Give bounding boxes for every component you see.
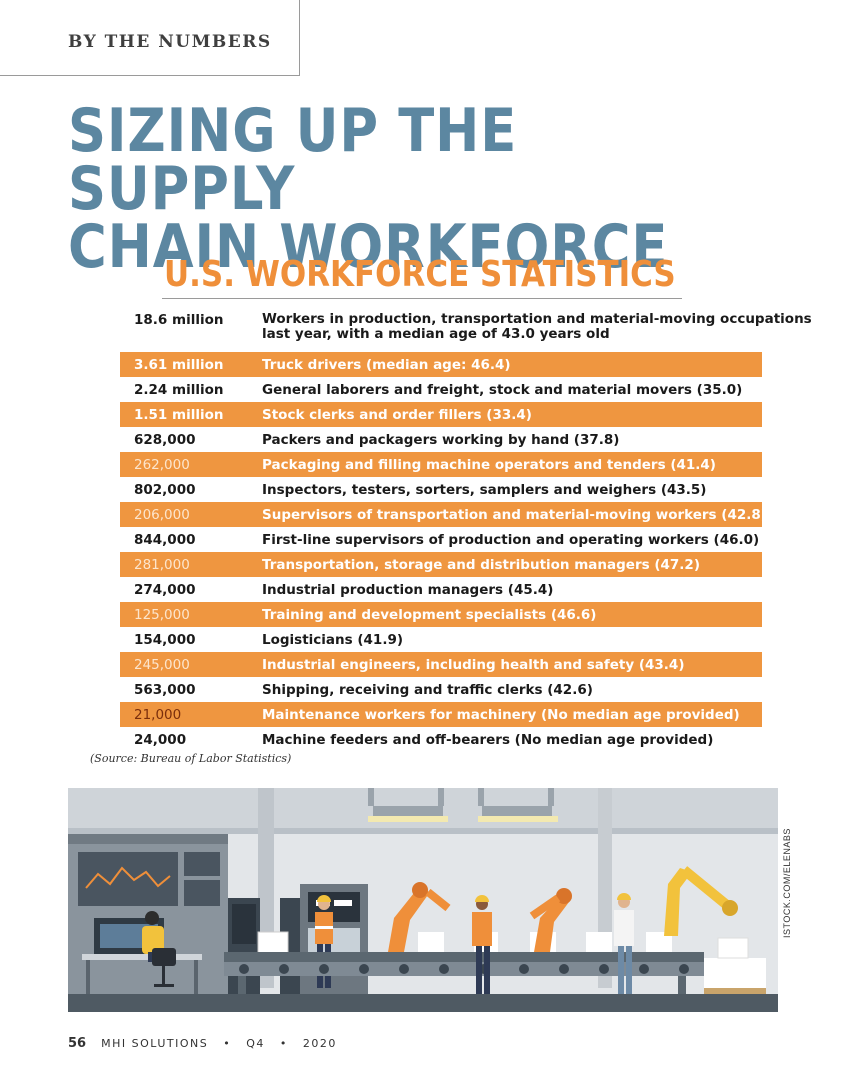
stat-row: 628,000 Packers and packagers working by… [120, 427, 762, 452]
image-credit: ISTOCK.COM/ELENABS [782, 828, 792, 938]
stat-label: Inspectors, testers, sorters, samplers a… [262, 481, 707, 498]
issue-label: Q4 [246, 1037, 265, 1050]
stat-value: 2.24 million [134, 381, 224, 398]
stat-value: 154,000 [134, 631, 196, 648]
stat-row: 802,000 Inspectors, testers, sorters, sa… [120, 477, 762, 502]
stat-label: Shipping, receiving and traffic clerks (… [262, 681, 593, 698]
stat-row: 563,000 Shipping, receiving and traffic … [120, 677, 762, 702]
stat-label: Supervisors of transportation and materi… [262, 506, 767, 523]
stat-value: 1.51 million [134, 406, 224, 423]
stat-value: 206,000 [134, 506, 190, 523]
footer-separator: • [223, 1037, 232, 1050]
stat-row: 3.61 million Truck drivers (median age: … [120, 352, 762, 377]
section-tag-box: BY THE NUMBERS [0, 0, 300, 76]
stat-row: 2.24 million General laborers and freigh… [120, 377, 762, 402]
subheadline-divider [162, 298, 682, 299]
stat-label: Stock clerks and order fillers (33.4) [262, 406, 532, 423]
stat-value: 274,000 [134, 581, 196, 598]
stat-label: Training and development specialists (46… [262, 606, 597, 623]
stat-row: 1.51 million Stock clerks and order fill… [120, 402, 762, 427]
headline: SIZING UP THE SUPPLY CHAIN WORKFORCE [68, 101, 737, 277]
stat-label: Transportation, storage and distribution… [262, 556, 700, 573]
stat-value: 563,000 [134, 681, 196, 698]
stat-value: 3.61 million [134, 356, 224, 373]
source-note: (Source: Bureau of Labor Statistics) [90, 752, 292, 765]
stat-row: 125,000 Training and development special… [120, 602, 762, 627]
stat-value: 24,000 [134, 731, 187, 748]
section-tag: BY THE NUMBERS [68, 32, 272, 52]
stat-row: 206,000 Supervisors of transportation an… [120, 502, 767, 527]
stat-label: Packaging and filling machine operators … [262, 456, 716, 473]
stat-label: Truck drivers (median age: 46.4) [262, 356, 511, 373]
statistics-list: 18.6 million Workers in production, tran… [120, 312, 812, 752]
factory-illustration [68, 788, 778, 1012]
stat-value: 281,000 [134, 556, 190, 573]
stat-row: 274,000 Industrial production managers (… [120, 577, 762, 602]
stat-row: 844,000 First-line supervisors of produc… [120, 527, 762, 552]
headline-line-2: CHAIN WORKFORCE [68, 212, 669, 282]
stat-value: 18.6 million [134, 312, 224, 328]
headline-line-1: SIZING UP THE SUPPLY [68, 96, 518, 224]
stat-label: First-line supervisors of production and… [262, 531, 760, 548]
stat-label: Industrial engineers, including health a… [262, 656, 685, 673]
stat-row: 154,000 Logisticians (41.9) [120, 627, 762, 652]
stat-row: 18.6 million Workers in production, tran… [120, 312, 812, 352]
stat-value: 628,000 [134, 431, 196, 448]
issue-year: 2020 [302, 1037, 337, 1050]
stat-value: 844,000 [134, 531, 196, 548]
stat-row: 24,000 Machine feeders and off-bearers (… [120, 727, 762, 752]
stat-label: Logisticians (41.9) [262, 631, 404, 648]
stat-row: 21,000 Maintenance workers for machinery… [120, 702, 762, 727]
stat-label: Industrial production managers (45.4) [262, 581, 554, 598]
stat-value: 262,000 [134, 456, 190, 473]
page-footer: 56 MHI SOLUTIONS • Q4 • 2020 [68, 1036, 337, 1051]
stat-label: Machine feeders and off-bearers (No medi… [262, 731, 714, 748]
stat-label: Packers and packagers working by hand (3… [262, 431, 620, 448]
page-number: 56 [68, 1036, 87, 1051]
stat-value: 245,000 [134, 656, 190, 673]
stat-label: General laborers and freight, stock and … [262, 381, 743, 398]
stat-row: 281,000 Transportation, storage and dist… [120, 552, 762, 577]
stat-label: Maintenance workers for machinery (No me… [262, 706, 740, 723]
stat-row: 245,000 Industrial engineers, including … [120, 652, 762, 677]
stat-value: 125,000 [134, 606, 190, 623]
publication-name: MHI SOLUTIONS [101, 1037, 209, 1050]
stat-value: 802,000 [134, 481, 196, 498]
footer-separator: • [279, 1037, 288, 1050]
stat-label: Workers in production, transportation an… [262, 311, 812, 342]
stat-row: 262,000 Packaging and filling machine op… [120, 452, 762, 477]
stat-value: 21,000 [134, 706, 182, 723]
subheadline: U.S. WORKFORCE STATISTICS [164, 254, 676, 295]
